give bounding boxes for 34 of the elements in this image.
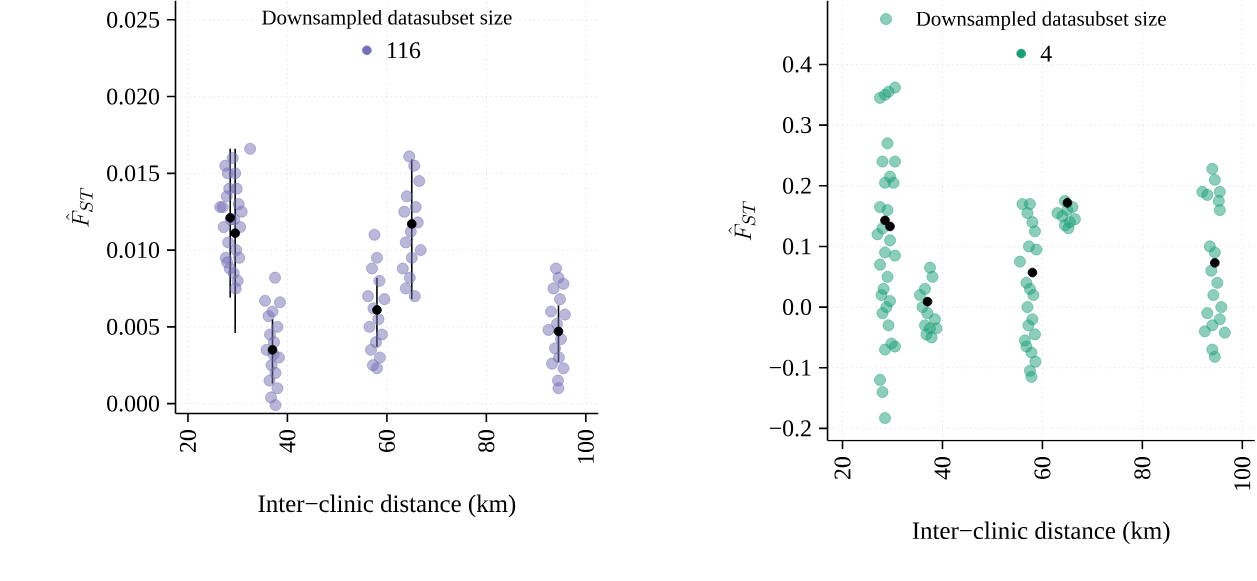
y-axis-title: $\hat{F}_{ST}$	[728, 200, 756, 241]
y-tick-label: 0.000	[107, 395, 160, 412]
legend-title: Downsampled datasubset size	[916, 10, 1166, 30]
x-tick-label: 20	[834, 456, 851, 479]
point	[1210, 257, 1220, 268]
x-tick-label: 100	[577, 429, 594, 463]
x-tick-label: 60	[1034, 456, 1051, 479]
legend-label: 4	[1040, 45, 1052, 62]
point	[1027, 267, 1038, 278]
y-tick-label: 0.015	[107, 164, 160, 182]
y-tick-label: −0.2	[769, 420, 811, 437]
y-tick-label: 0.1	[783, 238, 811, 255]
x-tick-label: 40	[934, 456, 951, 480]
x-tick-label: 100	[1234, 456, 1251, 490]
y-tick-label: 0.0	[783, 298, 812, 315]
x-axis-title: Inter−clinic distance (km)	[258, 494, 516, 517]
y-tick-label: 0.005	[107, 318, 160, 335]
x-axis-title: Inter−clinic distance (km)	[912, 521, 1170, 544]
y-tick-label: 0.3	[783, 116, 812, 134]
y-tick-label: 0.2	[783, 177, 811, 194]
y-tick-label: 0.4	[783, 56, 812, 73]
x-tick-label: 40	[279, 429, 296, 453]
x-tick-label: 60	[378, 429, 395, 452]
y-axis-title: $\hat{F}_{ST}$	[65, 187, 93, 227]
y-tick-label: −0.1	[769, 359, 811, 376]
x-tick-label: 20	[179, 429, 196, 452]
y-tick-label: 0.020	[107, 88, 160, 105]
x-tick-label: 80	[478, 429, 495, 452]
legend-label: 116	[388, 42, 421, 59]
legend-title: Downsampled datasubset size	[262, 9, 512, 29]
y-tick-label: 0.025	[107, 11, 160, 28]
point	[880, 215, 890, 225]
x-tick-label: 80	[1134, 456, 1151, 479]
y-tick-label: 0.010	[107, 241, 160, 258]
